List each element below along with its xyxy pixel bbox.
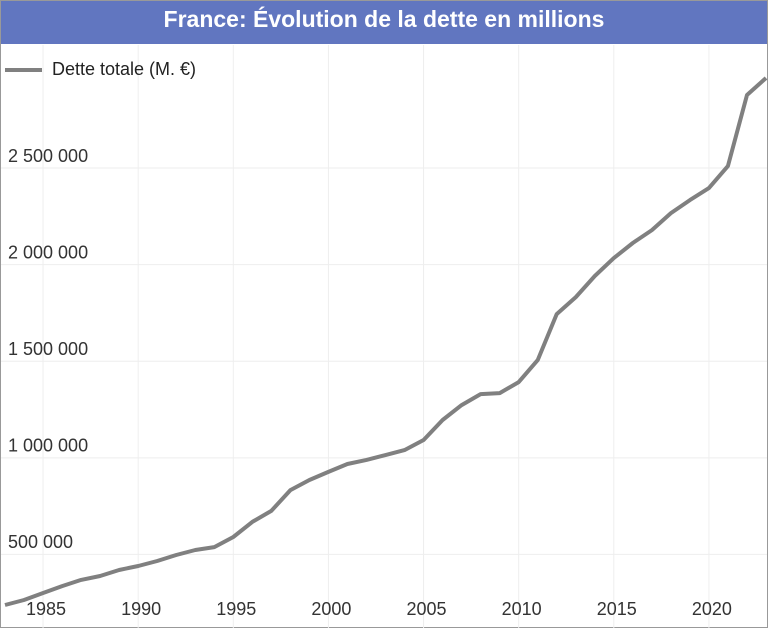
x-tick-label: 2020 [692, 599, 732, 619]
x-tick-label: 2005 [407, 599, 447, 619]
y-tick-label: 500 000 [8, 532, 73, 552]
grid [1, 45, 767, 628]
y-tick-label: 1 500 000 [8, 339, 88, 359]
x-tick-label: 2015 [597, 599, 637, 619]
x-tick-label: 2010 [502, 599, 542, 619]
x-tick-label: 2000 [311, 599, 351, 619]
x-tick-label: 1985 [26, 599, 66, 619]
y-tick-label: 2 000 000 [8, 242, 88, 262]
title-bar [1, 1, 767, 44]
y-tick-label: 1 000 000 [8, 436, 88, 456]
data-line [4, 76, 768, 607]
y-tick-label: 2 500 000 [8, 146, 88, 166]
chart-title: France: Évolution de la dette en million… [164, 5, 605, 32]
x-tick-label: 1990 [121, 599, 161, 619]
legend-label: Dette totale (M. €) [52, 59, 196, 79]
x-tick-label: 1995 [216, 599, 256, 619]
